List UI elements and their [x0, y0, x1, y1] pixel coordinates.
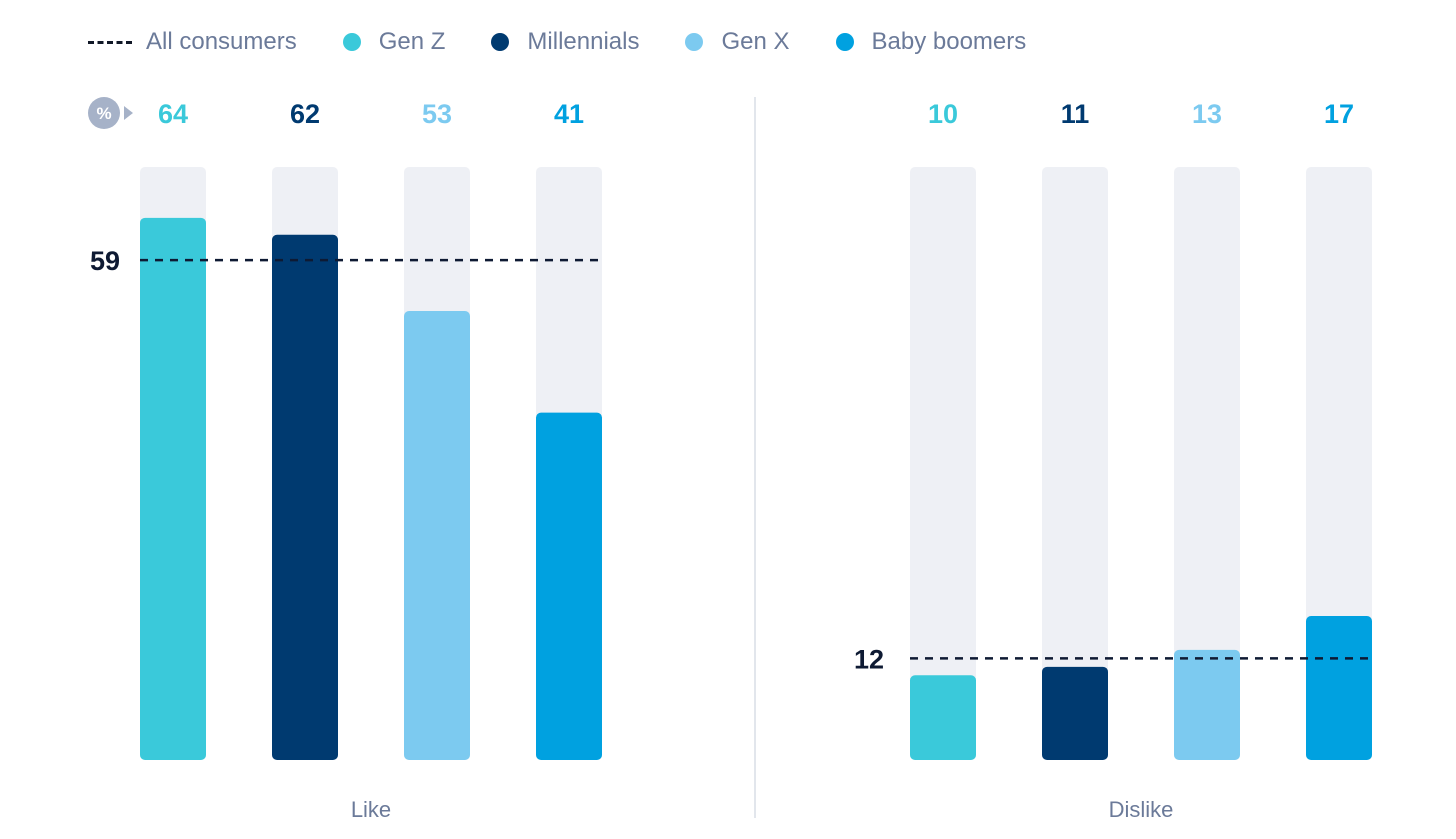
legend-label: All consumers — [146, 28, 297, 55]
legend-item-gen-z: Gen Z — [342, 28, 446, 56]
legend-item-all-consumers: All consumers — [88, 28, 297, 56]
caret-right-icon — [124, 106, 133, 120]
bar — [404, 311, 470, 760]
bar-value-label: 64 — [158, 99, 188, 129]
bar-value-label: 41 — [554, 99, 584, 129]
bar — [1042, 666, 1108, 760]
circle-icon — [342, 33, 361, 51]
legend-label: Gen Z — [378, 28, 446, 55]
bar-value-label: 13 — [1192, 99, 1222, 129]
legend-label: Millennials — [527, 28, 640, 55]
legend-item-gen-x: Gen X — [685, 28, 790, 56]
legend-label: Baby boomers — [871, 28, 1027, 55]
legend-item-millennials: Millennials — [491, 28, 639, 56]
bar-track — [910, 167, 976, 760]
panel-label: Like — [351, 797, 391, 822]
bar-value-label: 62 — [290, 99, 320, 129]
bar-value-label: 17 — [1324, 99, 1354, 129]
bar — [910, 675, 976, 760]
legend: All consumers Gen Z Millennials Gen X Ba… — [88, 22, 1072, 62]
bar — [536, 412, 602, 760]
dashed-line-icon — [88, 40, 132, 44]
legend-item-baby-boomers: Baby boomers — [835, 28, 1027, 56]
reference-value-label: 12 — [854, 644, 884, 674]
bar-value-label: 53 — [422, 99, 452, 129]
bar — [1174, 649, 1240, 760]
bar-track — [1306, 167, 1372, 760]
percent-badge: % — [88, 97, 133, 129]
percent-badge-label: % — [96, 104, 111, 123]
circle-icon — [835, 33, 854, 51]
reference-value-label: 59 — [90, 246, 120, 276]
bar-value-label: 11 — [1061, 99, 1090, 129]
bar-value-label: 10 — [928, 99, 958, 129]
bar — [140, 217, 206, 761]
legend-label: Gen X — [721, 28, 790, 55]
percent-badge-circle — [88, 97, 120, 129]
bar-track — [1042, 167, 1108, 760]
bar — [1306, 615, 1372, 760]
bar-track — [1174, 167, 1240, 760]
circle-icon — [491, 33, 510, 51]
bar — [272, 234, 338, 760]
panel-label: Dislike — [1109, 797, 1174, 822]
circle-icon — [685, 33, 704, 51]
